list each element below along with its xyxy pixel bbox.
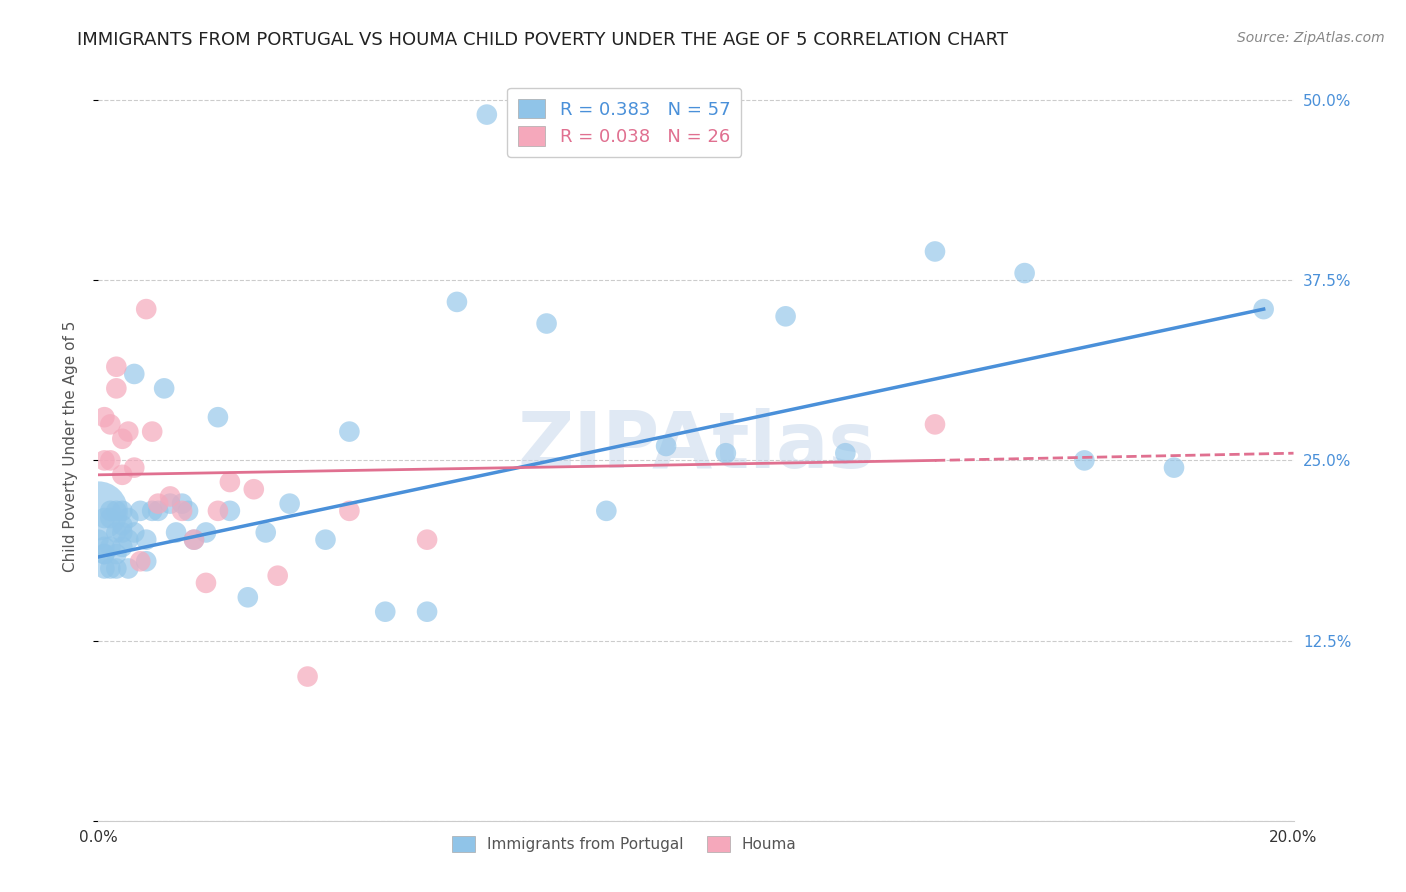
Point bbox=[148, 504, 170, 518]
Point bbox=[111, 432, 134, 446]
Point bbox=[93, 410, 115, 425]
Point bbox=[117, 511, 139, 525]
Point bbox=[315, 533, 337, 547]
Point bbox=[87, 504, 110, 518]
Point bbox=[183, 533, 205, 547]
Point bbox=[834, 446, 856, 460]
Point bbox=[111, 540, 134, 554]
Point bbox=[98, 511, 122, 525]
Point bbox=[775, 310, 797, 324]
Point bbox=[278, 497, 301, 511]
Point bbox=[135, 554, 157, 568]
Point bbox=[207, 504, 229, 518]
Point bbox=[105, 504, 128, 518]
Point bbox=[105, 359, 128, 374]
Point bbox=[1163, 460, 1185, 475]
Point bbox=[93, 453, 115, 467]
Point bbox=[111, 504, 134, 518]
Point bbox=[339, 425, 361, 439]
Point bbox=[1253, 302, 1275, 317]
Point bbox=[111, 518, 134, 533]
Point bbox=[924, 417, 946, 432]
Point bbox=[207, 410, 229, 425]
Point bbox=[655, 439, 678, 453]
Point bbox=[172, 504, 194, 518]
Point bbox=[93, 561, 115, 575]
Point bbox=[446, 294, 468, 309]
Point bbox=[172, 497, 194, 511]
Point bbox=[153, 381, 176, 395]
Point bbox=[536, 317, 558, 331]
Y-axis label: Child Poverty Under the Age of 5: Child Poverty Under the Age of 5 bbox=[63, 320, 77, 572]
Point bbox=[595, 504, 617, 518]
Point bbox=[141, 425, 163, 439]
Point bbox=[124, 367, 146, 381]
Point bbox=[93, 547, 115, 561]
Point bbox=[129, 504, 152, 518]
Point bbox=[1014, 266, 1036, 280]
Point bbox=[297, 669, 319, 683]
Point bbox=[135, 302, 157, 317]
Point bbox=[111, 525, 134, 540]
Point bbox=[148, 497, 170, 511]
Point bbox=[117, 561, 139, 575]
Point bbox=[98, 561, 122, 575]
Point bbox=[924, 244, 946, 259]
Point bbox=[339, 504, 361, 518]
Text: IMMIGRANTS FROM PORTUGAL VS HOUMA CHILD POVERTY UNDER THE AGE OF 5 CORRELATION C: IMMIGRANTS FROM PORTUGAL VS HOUMA CHILD … bbox=[77, 31, 1008, 49]
Point bbox=[159, 490, 181, 504]
Point bbox=[159, 497, 181, 511]
Point bbox=[93, 547, 115, 561]
Point bbox=[105, 561, 128, 575]
Point bbox=[219, 504, 242, 518]
Point bbox=[93, 540, 115, 554]
Point bbox=[105, 381, 128, 395]
Point bbox=[374, 605, 396, 619]
Point bbox=[98, 504, 122, 518]
Text: Source: ZipAtlas.com: Source: ZipAtlas.com bbox=[1237, 31, 1385, 45]
Point bbox=[475, 107, 498, 121]
Point bbox=[98, 453, 122, 467]
Point bbox=[195, 525, 218, 540]
Point bbox=[243, 482, 266, 496]
Point bbox=[219, 475, 242, 489]
Point bbox=[117, 425, 139, 439]
Point bbox=[177, 504, 200, 518]
Point bbox=[105, 547, 128, 561]
Point bbox=[117, 533, 139, 547]
Point bbox=[416, 605, 439, 619]
Legend: Immigrants from Portugal, Houma: Immigrants from Portugal, Houma bbox=[446, 830, 803, 858]
Point bbox=[141, 504, 163, 518]
Point bbox=[135, 533, 157, 547]
Point bbox=[165, 525, 187, 540]
Point bbox=[93, 511, 115, 525]
Point bbox=[195, 575, 218, 590]
Point bbox=[98, 540, 122, 554]
Point bbox=[129, 554, 152, 568]
Point bbox=[87, 533, 110, 547]
Point bbox=[124, 460, 146, 475]
Point bbox=[1073, 453, 1095, 467]
Point bbox=[267, 568, 290, 582]
Point bbox=[124, 525, 146, 540]
Point bbox=[236, 591, 259, 605]
Text: ZIPAtlas: ZIPAtlas bbox=[517, 408, 875, 484]
Point bbox=[111, 467, 134, 482]
Point bbox=[714, 446, 737, 460]
Point bbox=[183, 533, 205, 547]
Point bbox=[416, 533, 439, 547]
Point bbox=[254, 525, 277, 540]
Point bbox=[105, 525, 128, 540]
Point bbox=[98, 417, 122, 432]
